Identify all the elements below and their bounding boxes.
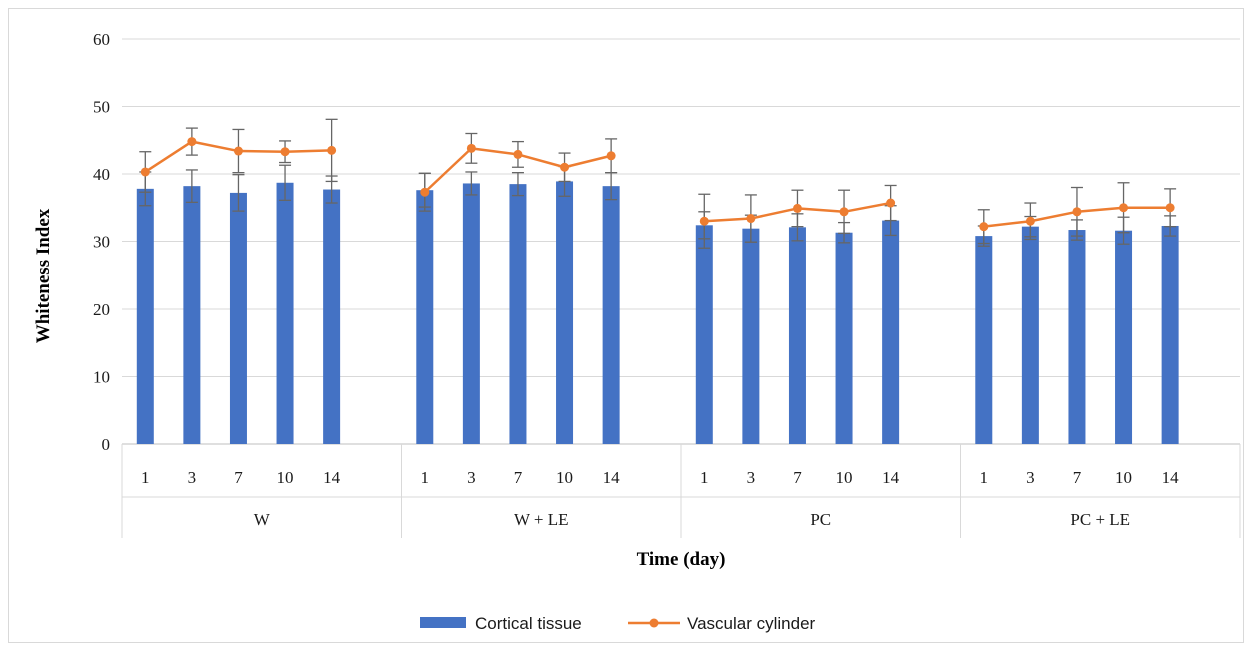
- x-group-label: PC + LE: [1070, 510, 1130, 529]
- vascular-cylinder-point: [979, 222, 989, 232]
- x-tick-label-day: 7: [234, 468, 243, 487]
- cortical-tissue-bar: [882, 220, 900, 444]
- cortical-tissue-bar: [695, 225, 713, 444]
- x-tick-label-day: 10: [836, 468, 853, 487]
- x-tick-label-day: 14: [603, 468, 621, 487]
- gridlines: [122, 38, 1240, 445]
- vascular-cylinder-point: [1025, 216, 1035, 226]
- cortical-tissue-bar: [229, 192, 247, 444]
- vascular-cylinder-point: [140, 167, 150, 177]
- x-tick-label-day: 3: [1026, 468, 1035, 487]
- x-axis: 1 3 7 10 14 W 1 3 7 10 14 W + LE 1 3 7 10 14 PC 1 3 7 10 14 PC …: [121, 444, 1241, 538]
- vascular-cylinder-point: [886, 198, 896, 208]
- legend-swatch-cortical: [420, 617, 466, 628]
- x-tick-label-day: 14: [882, 468, 900, 487]
- cortical-tissue-bar: [1068, 230, 1086, 444]
- y-tick-label-40: 40: [93, 165, 110, 184]
- x-tick-label-day: 14: [1162, 468, 1180, 487]
- vascular-cylinder-point: [1072, 207, 1082, 217]
- x-group-label: PC: [810, 510, 831, 529]
- vascular-cylinder-point: [792, 203, 802, 213]
- x-tick-label-day: 1: [700, 468, 709, 487]
- vascular-cylinder-error-bars: [139, 118, 1177, 249]
- vascular-cylinder-point: [560, 162, 570, 172]
- cortical-tissue-bar: [556, 181, 574, 445]
- vascular-cylinder-point: [420, 187, 430, 197]
- cortical-tissue-bar: [276, 182, 294, 444]
- x-tick-label-day: 10: [556, 468, 573, 487]
- vascular-cylinder-point: [839, 207, 849, 217]
- x-tick-label-day: 10: [1115, 468, 1132, 487]
- x-axis-title: Time (day): [637, 549, 726, 570]
- x-group-label: W + LE: [514, 510, 569, 529]
- cortical-tissue-bar: [509, 184, 527, 444]
- vascular-cylinder-point: [1165, 203, 1175, 213]
- y-axis-ticks: 0 10 20 30 40 50 60: [93, 30, 110, 454]
- y-tick-label-30: 30: [93, 233, 110, 252]
- cortical-tissue-bar: [835, 232, 853, 444]
- x-tick-label-day: 7: [793, 468, 802, 487]
- vascular-cylinder-point: [233, 146, 243, 156]
- x-tick-label-day: 1: [421, 468, 430, 487]
- x-tick-label-day: 7: [1073, 468, 1082, 487]
- vascular-cylinder-point: [513, 149, 523, 159]
- vascular-cylinder-point: [280, 147, 290, 157]
- cortical-tissue-bar: [1021, 226, 1039, 444]
- x-tick-label-day: 1: [141, 468, 150, 487]
- vascular-cylinder-point: [1119, 203, 1129, 213]
- x-tick-label-day: 7: [514, 468, 523, 487]
- cortical-tissue-bar: [742, 228, 760, 444]
- x-group-label: W: [254, 510, 271, 529]
- cortical-tissue-bar: [1115, 230, 1133, 444]
- legend-swatch-vascular-marker: [649, 618, 659, 628]
- cortical-tissue-bar: [416, 190, 434, 444]
- vascular-cylinder-point: [699, 216, 709, 226]
- cortical-tissue-bar: [462, 183, 480, 444]
- cortical-tissue-bars: [136, 181, 1179, 445]
- vascular-cylinder-series: [140, 137, 1175, 232]
- y-tick-label-50: 50: [93, 98, 110, 117]
- x-tick-label-day: 3: [467, 468, 476, 487]
- x-tick-label-day: 14: [323, 468, 341, 487]
- vascular-cylinder-point: [606, 151, 616, 161]
- cortical-tissue-bar: [975, 236, 993, 444]
- cortical-tissue-bar: [183, 186, 201, 444]
- x-tick-label-day: 3: [747, 468, 756, 487]
- vascular-cylinder-point: [327, 145, 337, 155]
- cortical-tissue-bar: [788, 227, 806, 444]
- cortical-tissue-bar: [602, 186, 620, 444]
- cortical-tissue-bar: [1161, 225, 1179, 444]
- legend-label-vascular: Vascular cylinder: [687, 614, 816, 633]
- legend-label-cortical: Cortical tissue: [475, 614, 582, 633]
- cortical-tissue-error-bars: [139, 164, 1177, 247]
- vascular-cylinder-point: [746, 214, 756, 224]
- cortical-tissue-bar: [136, 188, 154, 444]
- y-axis-title: Whiteness Index: [33, 208, 54, 343]
- x-tick-label-day: 3: [188, 468, 197, 487]
- y-tick-label-60: 60: [93, 30, 110, 49]
- x-tick-label-day: 10: [277, 468, 294, 487]
- y-tick-label-0: 0: [102, 435, 111, 454]
- vascular-cylinder-point: [466, 143, 476, 153]
- y-tick-label-10: 10: [93, 368, 110, 387]
- y-tick-label-20: 20: [93, 300, 110, 319]
- x-tick-label-day: 1: [980, 468, 989, 487]
- cortical-tissue-bar: [323, 189, 341, 444]
- legend: Cortical tissue Vascular cylinder: [420, 614, 816, 633]
- vascular-cylinder-point: [187, 137, 197, 147]
